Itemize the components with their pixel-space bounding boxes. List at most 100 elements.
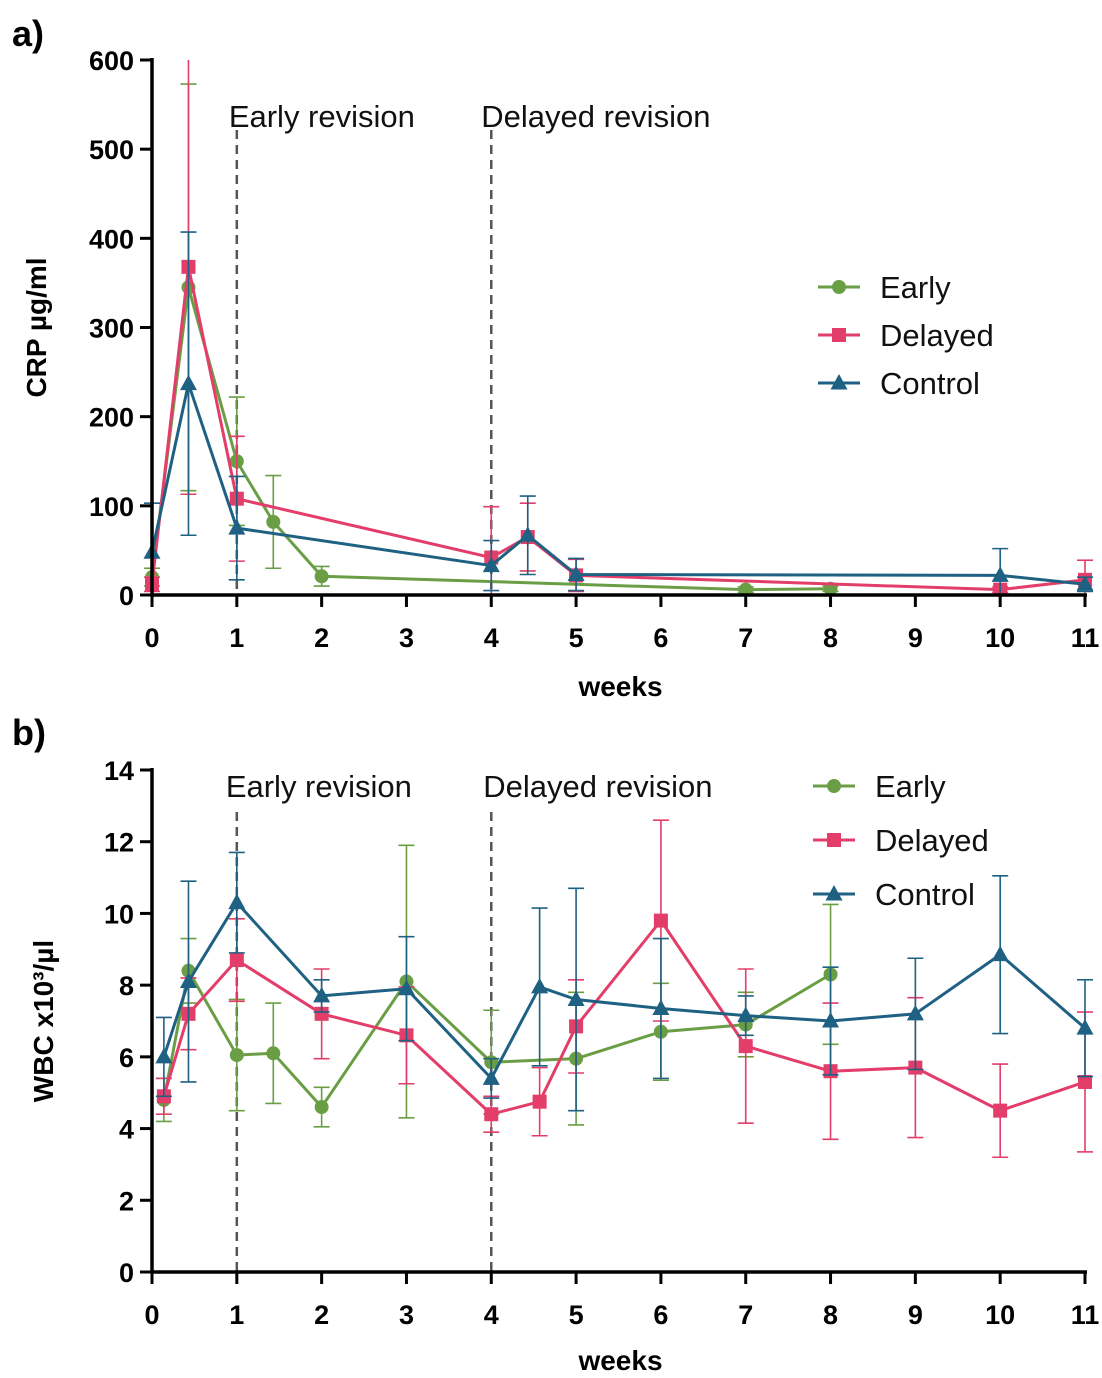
legend-item-delayed: Delayed <box>813 823 989 858</box>
legend-marker <box>832 328 846 342</box>
x-tick-label: 4 <box>484 623 499 653</box>
data-point-control <box>737 1006 755 1023</box>
annotation-label: Early revision <box>226 769 412 804</box>
data-point-control <box>228 893 246 910</box>
annotation-label: Early revision <box>229 99 415 134</box>
axes: 0 1 2 3 4 5 6 7 8 9 10 11 0 100 200 300 400 500 600 weeks CR… <box>21 46 1099 702</box>
panel-label: a) <box>12 13 44 54</box>
x-tick-label: 3 <box>399 623 414 653</box>
x-tick-label: 7 <box>738 1300 753 1330</box>
x-tick-label: 0 <box>144 623 159 653</box>
series-line <box>150 382 1086 586</box>
x-tick-label: 10 <box>985 623 1015 653</box>
data-point-early <box>229 1048 244 1063</box>
legend: Early Delayed Control <box>813 769 989 912</box>
data-point-early <box>314 1100 329 1115</box>
x-tick-label: 9 <box>908 623 923 653</box>
data-point-delayed <box>653 913 668 928</box>
x-tick-label: 2 <box>314 623 329 653</box>
data-point-control <box>567 565 585 581</box>
series-line <box>162 901 1086 1080</box>
data-point-early <box>266 1046 281 1061</box>
y-tick-label: 600 <box>89 46 134 76</box>
data-point-control <box>155 1047 173 1064</box>
y-tick-label: 500 <box>89 135 134 165</box>
series-line <box>162 919 1086 1116</box>
x-tick-label: 5 <box>569 1300 584 1330</box>
series-line <box>150 265 1086 592</box>
chart-panel-crp: a) Early revision Delayed revision 0 1 2 3 4 5 6 7… <box>12 13 1099 702</box>
data-point-control <box>531 977 549 994</box>
data-point-control <box>822 1012 840 1028</box>
legend-label: Delayed <box>875 823 989 858</box>
x-tick-label: 4 <box>484 1300 499 1330</box>
series-control <box>143 231 1094 595</box>
x-tick-label: 11 <box>1071 623 1100 653</box>
legend-label: Early <box>875 769 946 804</box>
y-tick-label: 8 <box>119 971 134 1001</box>
x-tick-label: 9 <box>908 1300 923 1330</box>
data-point-early <box>314 569 329 584</box>
data-point-delayed <box>532 1094 547 1109</box>
data-point-control <box>228 519 246 535</box>
data-point-control <box>179 972 197 989</box>
data-point-delayed <box>738 1039 753 1054</box>
data-point-early <box>266 514 281 529</box>
y-tick-label: 14 <box>104 756 134 786</box>
data-point-control <box>519 526 537 542</box>
x-tick-label: 6 <box>653 1300 668 1330</box>
x-tick-label: 8 <box>823 623 838 653</box>
x-tick-label: 0 <box>144 1300 159 1330</box>
legend-item-early: Early <box>818 270 951 305</box>
data-point-control <box>652 999 670 1015</box>
y-tick-label: 6 <box>119 1043 134 1073</box>
series-control <box>155 851 1094 1112</box>
legend-item-control: Control <box>813 877 975 912</box>
series-line <box>162 969 832 1109</box>
y-tick-label: 100 <box>89 492 134 522</box>
y-tick-label: 0 <box>119 581 134 611</box>
x-tick-label: 6 <box>653 623 668 653</box>
x-tick-label: 1 <box>229 623 244 653</box>
data-point-control <box>1076 1019 1094 1035</box>
data-point-control <box>991 945 1009 962</box>
x-tick-label: 1 <box>229 1300 244 1330</box>
data-point-control <box>313 986 331 1003</box>
data-point-delayed <box>229 953 244 968</box>
legend-label: Control <box>880 366 980 401</box>
data-point-control <box>906 1004 924 1021</box>
annotation-label: Delayed revision <box>483 769 712 804</box>
y-tick-label: 4 <box>119 1115 134 1145</box>
legend-item-control: Control <box>818 366 980 401</box>
data-point-delayed <box>484 1107 499 1122</box>
y-tick-label: 400 <box>89 224 134 254</box>
y-tick-label: 12 <box>104 828 134 858</box>
data-point-control <box>482 1069 500 1085</box>
x-tick-label: 2 <box>314 1300 329 1330</box>
data-point-delayed <box>993 1103 1008 1118</box>
x-tick-label: 7 <box>738 623 753 653</box>
data-point-delayed <box>1078 1074 1092 1089</box>
data-point-early <box>738 582 753 597</box>
legend-marker <box>827 779 841 793</box>
legend-label: Delayed <box>880 318 994 353</box>
legend: Early Delayed Control <box>818 270 994 401</box>
y-tick-label: 2 <box>119 1186 134 1216</box>
x-tick-label: 10 <box>985 1300 1015 1330</box>
data-point-control <box>1076 575 1094 591</box>
x-tick-label: 5 <box>569 623 584 653</box>
x-axis-title: weeks <box>577 1345 662 1376</box>
data-point-control <box>179 374 197 391</box>
x-tick-label: 11 <box>1071 1300 1100 1330</box>
legend-label: Early <box>880 270 951 305</box>
data-point-delayed <box>314 1006 329 1021</box>
x-tick-label: 8 <box>823 1300 838 1330</box>
y-tick-label: 10 <box>104 899 134 929</box>
y-tick-label: 300 <box>89 314 134 344</box>
x-tick-label: 3 <box>399 1300 414 1330</box>
legend-marker <box>832 280 846 294</box>
annotation-label: Delayed revision <box>481 99 710 134</box>
